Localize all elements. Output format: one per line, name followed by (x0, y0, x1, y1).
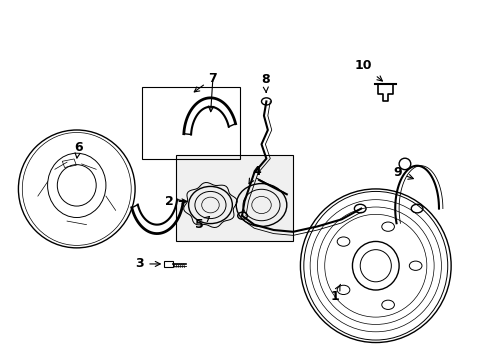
Text: 3: 3 (135, 257, 160, 270)
Bar (142, 87, 239, 158)
Text: 7: 7 (194, 72, 217, 92)
Text: 4: 4 (248, 165, 261, 184)
Text: 10: 10 (354, 59, 382, 81)
Text: 9: 9 (392, 166, 412, 179)
Bar (62, 159, 76, 167)
Text: 8: 8 (261, 73, 269, 93)
Bar (176, 155, 292, 241)
Text: 1: 1 (329, 284, 340, 303)
Bar (164, 261, 173, 267)
Text: 6: 6 (74, 141, 82, 158)
Text: 2: 2 (164, 195, 186, 208)
Text: 5: 5 (195, 216, 209, 231)
